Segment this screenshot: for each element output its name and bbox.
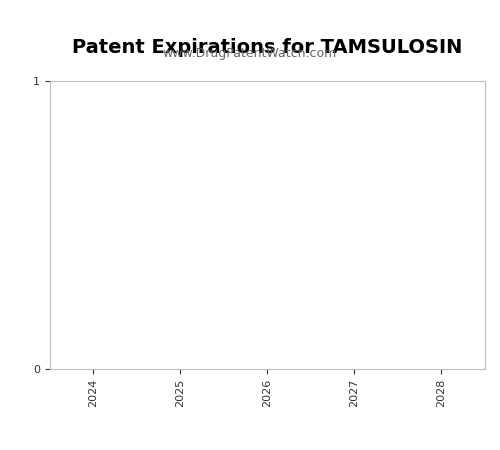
Title: Patent Expirations for TAMSULOSIN: Patent Expirations for TAMSULOSIN — [72, 38, 462, 57]
Text: www.DrugPatentWatch.com: www.DrugPatentWatch.com — [163, 47, 337, 60]
